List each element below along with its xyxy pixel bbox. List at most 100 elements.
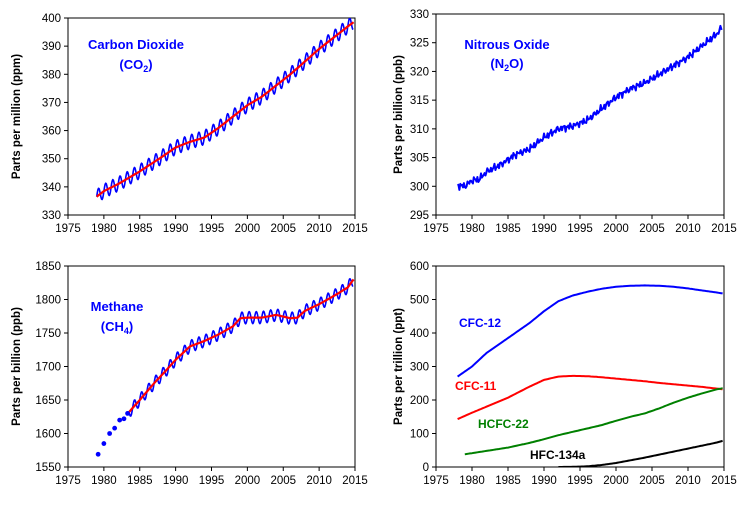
x-tick-label: 2005 <box>639 475 665 487</box>
y-tick-label: 1800 <box>35 295 61 307</box>
x-tick-label: 1985 <box>495 223 521 235</box>
y-tick-label: 1850 <box>35 261 61 273</box>
x-tick-label: 2015 <box>342 475 368 487</box>
x-tick-label: 1980 <box>91 475 117 487</box>
y-axis-label: Parts per billion (ppb) <box>393 55 405 174</box>
x-tick-label: 1995 <box>199 475 225 487</box>
y-axis-label: Parts per billion (ppb) <box>11 307 23 426</box>
y-tick-label: 200 <box>410 395 429 407</box>
y-tick-label: 340 <box>42 182 61 194</box>
series-line-cfc-11 <box>457 374 724 421</box>
y-axis-label: Parts per million (ppm) <box>11 54 23 179</box>
x-tick-label: 2015 <box>711 475 737 487</box>
y-tick-label: 600 <box>410 261 429 273</box>
x-tick-label: 1975 <box>423 475 449 487</box>
data-point <box>125 411 130 416</box>
y-tick-label: 400 <box>42 13 61 25</box>
plot-area <box>95 18 355 201</box>
series-label-hcfc-22: HCFC-22 <box>478 417 529 431</box>
x-tick-label: 2010 <box>675 475 701 487</box>
chart-title: Nitrous Oxide <box>464 37 549 52</box>
y-tick-label: 1550 <box>35 462 61 474</box>
chart-panel-4: 1975 1980 1985 1990 1995 2000 2005 2010 2015 0 100… <box>393 261 737 487</box>
series-line-hfc-134a <box>558 439 724 467</box>
chart-title: Methane <box>91 299 144 314</box>
x-tick-label: 2015 <box>342 223 368 235</box>
x-tick-label: 1980 <box>459 475 485 487</box>
chart-panel-3: 1975 1980 1985 1990 1995 2000 2005 2010 2015 1550… <box>11 261 368 487</box>
data-point <box>112 425 118 431</box>
data-point <box>107 431 113 436</box>
chart-subtitle: (CO2) <box>119 57 152 74</box>
x-tick-label: 1985 <box>127 475 153 487</box>
x-tick-label: 1985 <box>127 223 153 235</box>
y-tick-label: 320 <box>410 66 429 78</box>
chart-title: Carbon Dioxide <box>88 37 184 52</box>
x-tick-label: 1975 <box>423 223 449 235</box>
y-tick-label: 300 <box>410 181 429 193</box>
x-tick-label: 1980 <box>459 223 485 235</box>
plot-area <box>95 278 355 457</box>
y-tick-label: 305 <box>410 153 429 165</box>
x-tick-label: 1990 <box>163 475 189 487</box>
data-point <box>117 417 123 423</box>
x-tick-label: 1980 <box>91 223 117 235</box>
plot-frame <box>435 265 725 468</box>
y-tick-label: 500 <box>410 295 429 307</box>
y-tick-label: 295 <box>410 210 429 222</box>
data-point <box>95 451 101 457</box>
y-tick-label: 400 <box>410 328 429 340</box>
y-tick-label: 330 <box>410 9 429 21</box>
y-tick-label: 1700 <box>35 362 61 374</box>
y-tick-label: 315 <box>410 95 429 107</box>
chart-panel-1: 1975 1980 1985 1990 1995 2000 2005 2010 2015 330 3… <box>11 13 368 235</box>
chart-subtitle: (CH4) <box>101 319 133 336</box>
y-tick-label: 350 <box>42 154 61 166</box>
y-tick-label: 300 <box>410 362 429 374</box>
x-tick-label: 1990 <box>163 223 189 235</box>
x-tick-label: 2000 <box>235 475 261 487</box>
series-line-cfc-12 <box>457 284 724 378</box>
chart-panel-2: 1975 1980 1985 1990 1995 2000 2005 2010 2015 295 3… <box>393 9 737 235</box>
x-tick-label: 2005 <box>270 475 296 487</box>
y-tick-label: 1750 <box>35 328 61 340</box>
series-line-hcfc-22 <box>464 387 724 456</box>
x-tick-label: 1995 <box>567 223 593 235</box>
series-label-cfc-11: CFC-11 <box>455 379 497 393</box>
x-tick-label: 1985 <box>495 475 521 487</box>
x-tick-label: 1995 <box>567 475 593 487</box>
y-tick-label: 390 <box>42 41 61 53</box>
series-line-trend <box>96 21 355 198</box>
y-axis-label: Parts per trillion (ppt) <box>393 308 405 425</box>
series-label-cfc-12: CFC-12 <box>459 316 501 330</box>
x-tick-label: 1990 <box>531 475 557 487</box>
y-tick-label: 380 <box>42 69 61 81</box>
y-tick-label: 1600 <box>35 429 61 441</box>
y-tick-label: 310 <box>410 124 429 136</box>
y-tick-label: 330 <box>42 210 61 222</box>
x-tick-label: 1995 <box>199 223 225 235</box>
data-point <box>101 441 107 446</box>
series-line-trend <box>128 278 355 413</box>
y-tick-label: 370 <box>42 97 61 109</box>
series-line-noisy <box>456 24 723 191</box>
series-line-monthly-oscillating <box>128 278 354 417</box>
x-tick-label: 2015 <box>711 223 737 235</box>
x-tick-label: 2010 <box>306 223 332 235</box>
series-line-monthly-oscillating <box>95 18 354 201</box>
x-tick-label: 2000 <box>235 223 261 235</box>
x-tick-label: 1975 <box>55 223 81 235</box>
series-label-hfc-134a: HFC-134a <box>530 448 586 462</box>
plot-frame <box>67 265 356 468</box>
data-point <box>121 416 127 422</box>
x-tick-label: 2000 <box>603 475 629 487</box>
x-tick-label: 2005 <box>270 223 296 235</box>
x-tick-label: 2005 <box>639 223 665 235</box>
y-tick-label: 1650 <box>35 395 61 407</box>
x-tick-label: 2010 <box>306 475 332 487</box>
plot-area <box>456 24 723 191</box>
y-tick-label: 325 <box>410 38 429 50</box>
y-tick-label: 100 <box>410 429 429 441</box>
x-tick-label: 2010 <box>675 223 701 235</box>
